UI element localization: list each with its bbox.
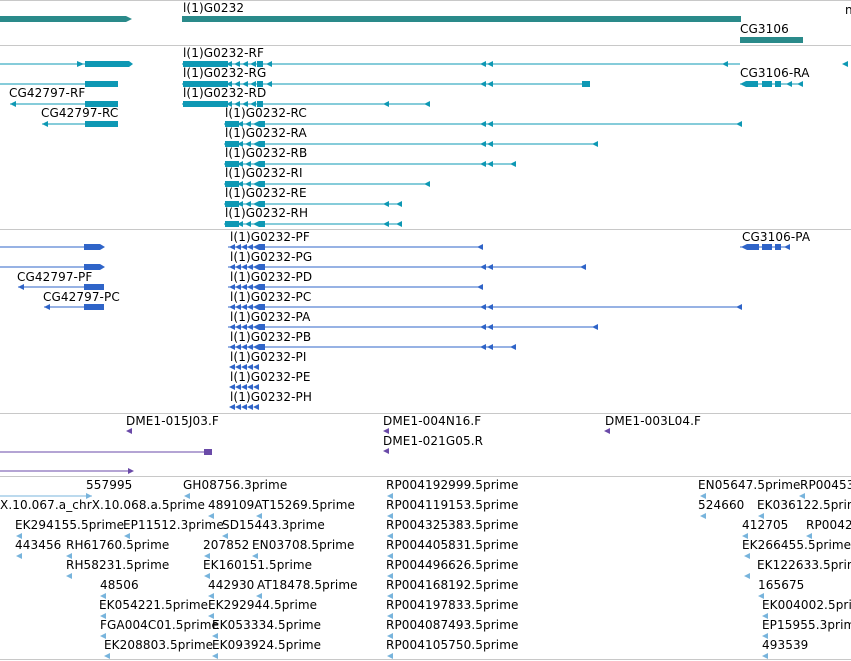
est-label[interactable]: X.10.067.a_chrX.10.068.a.5prime <box>0 498 206 512</box>
est-label[interactable]: 207852 <box>203 538 250 552</box>
est-label[interactable]: EP11512.3prime <box>123 518 224 532</box>
est-label[interactable]: RP004197833.5prime <box>386 598 519 612</box>
est-label[interactable]: EN05647.5prime <box>698 478 801 492</box>
protein-label[interactable]: l(1)G0232-PC <box>230 290 312 304</box>
est-label[interactable]: EK053334.5prime <box>212 618 322 632</box>
transcript-label[interactable]: CG42797-RC <box>41 106 119 120</box>
protein-label[interactable]: CG42797-PC <box>43 290 120 304</box>
protein-label[interactable]: l(1)G0232-PI <box>230 350 307 364</box>
protein-label[interactable]: l(1)G0232-PF <box>230 230 310 244</box>
track-separator <box>0 229 851 230</box>
est-label[interactable]: RP004168192.5prime <box>386 578 519 592</box>
est-label[interactable]: EK036122.5prime <box>757 498 851 512</box>
gene-label[interactable]: l(1)G0232 <box>183 1 245 15</box>
est-label[interactable]: 48506 <box>100 578 139 592</box>
est-label[interactable]: RP004496626.5prime <box>386 558 519 572</box>
est-label[interactable]: RP004192999.5prime <box>386 478 519 492</box>
est-label[interactable]: GH08756.3prime <box>183 478 288 492</box>
est-label[interactable]: EK093924.5prime <box>212 638 322 652</box>
transcript-label[interactable]: l(1)G0232-RE <box>225 186 307 200</box>
transcript-label[interactable]: l(1)G0232-RF <box>183 46 264 60</box>
gene-label[interactable]: n <box>845 3 851 17</box>
est-label[interactable]: EP15955.3prime <box>762 618 851 632</box>
track-separator <box>0 659 851 660</box>
gene-label[interactable]: CG3106 <box>740 22 789 36</box>
protein-label[interactable]: l(1)G0232-PD <box>230 270 313 284</box>
est-label[interactable]: RH61760.5prime <box>66 538 170 552</box>
est-label[interactable]: EK266455.5prime <box>742 538 851 552</box>
track-separator <box>0 476 851 477</box>
est-label[interactable]: 443456 <box>15 538 62 552</box>
est-label[interactable]: EK208803.5prime <box>104 638 214 652</box>
est-label[interactable]: FGA004C01.5prime <box>100 618 219 632</box>
est-label[interactable]: EK294155.5prime <box>15 518 125 532</box>
est-label[interactable]: SD15443.3prime <box>222 518 325 532</box>
est-label[interactable]: EK160151.5prime <box>203 558 313 572</box>
est-label[interactable]: RH58231.5prime <box>66 558 170 572</box>
track-separator <box>0 0 851 1</box>
est-label[interactable]: 493539 <box>762 638 809 652</box>
transcript-label[interactable]: l(1)G0232-RG <box>183 66 267 80</box>
protein-label[interactable]: l(1)G0232-PH <box>230 390 312 404</box>
est-label[interactable]: 412705 <box>742 518 789 532</box>
est-label[interactable]: EK292944.5prime <box>208 598 318 612</box>
transcript-label[interactable]: l(1)G0232-RH <box>225 206 309 220</box>
track-separator <box>0 45 851 46</box>
transcript-label[interactable]: l(1)G0232-RB <box>225 146 308 160</box>
est-label[interactable]: RP004105750.5prime <box>386 638 519 652</box>
est-label[interactable]: RP004119153.5prime <box>386 498 519 512</box>
gene-feature[interactable] <box>0 16 126 22</box>
protein-label[interactable]: l(1)G0232-PG <box>230 250 313 264</box>
est-label[interactable]: 165675 <box>758 578 805 592</box>
transcript-label[interactable]: l(1)G0232-RI <box>225 166 303 180</box>
est-label[interactable]: RP00453 <box>800 478 851 492</box>
est-label[interactable]: 489109AT15269.5prime <box>208 498 355 512</box>
protein-label[interactable]: l(1)G0232-PA <box>230 310 311 324</box>
est-label[interactable]: 557995 <box>86 478 133 492</box>
transcript-label[interactable]: l(1)G0232-RA <box>225 126 307 140</box>
est-label[interactable]: RP004405831.5prime <box>386 538 519 552</box>
est-label[interactable]: EK004002.5prime <box>762 598 851 612</box>
transcript-label[interactable]: l(1)G0232-RD <box>183 86 267 100</box>
est-label[interactable]: 442930 <box>208 578 255 592</box>
est-label[interactable]: RP004087493.5prime <box>386 618 519 632</box>
est-label[interactable]: AT18478.5prime <box>257 578 358 592</box>
clone-label[interactable]: DME1-004N16.F <box>383 414 482 428</box>
protein-label[interactable]: l(1)G0232-PE <box>230 370 311 384</box>
clone-label[interactable]: DME1-003L04.F <box>605 414 702 428</box>
protein-label[interactable]: l(1)G0232-PB <box>230 330 312 344</box>
track-separator <box>0 413 851 414</box>
est-label[interactable]: EK054221.5prime <box>99 598 209 612</box>
est-label[interactable]: EK122633.5prime <box>757 558 851 572</box>
est-label[interactable]: EN03708.5prime <box>252 538 355 552</box>
clone-label[interactable]: DME1-021G05.R <box>383 434 484 448</box>
transcript-label[interactable]: l(1)G0232-RC <box>225 106 307 120</box>
est-label[interactable]: 524660 <box>698 498 745 512</box>
est-label[interactable]: RP004325383.5prime <box>386 518 519 532</box>
transcript-label[interactable]: CG3106-RA <box>740 66 810 80</box>
protein-label[interactable]: CG42797-PF <box>17 270 93 284</box>
clone-label[interactable]: DME1-015J03.F <box>126 414 219 428</box>
gene-feature-l1G0232[interactable] <box>182 16 741 22</box>
transcript-label[interactable]: CG42797-RF <box>9 86 86 100</box>
protein-label[interactable]: CG3106-PA <box>742 230 811 244</box>
gene-feature-CG3106[interactable] <box>740 37 803 43</box>
